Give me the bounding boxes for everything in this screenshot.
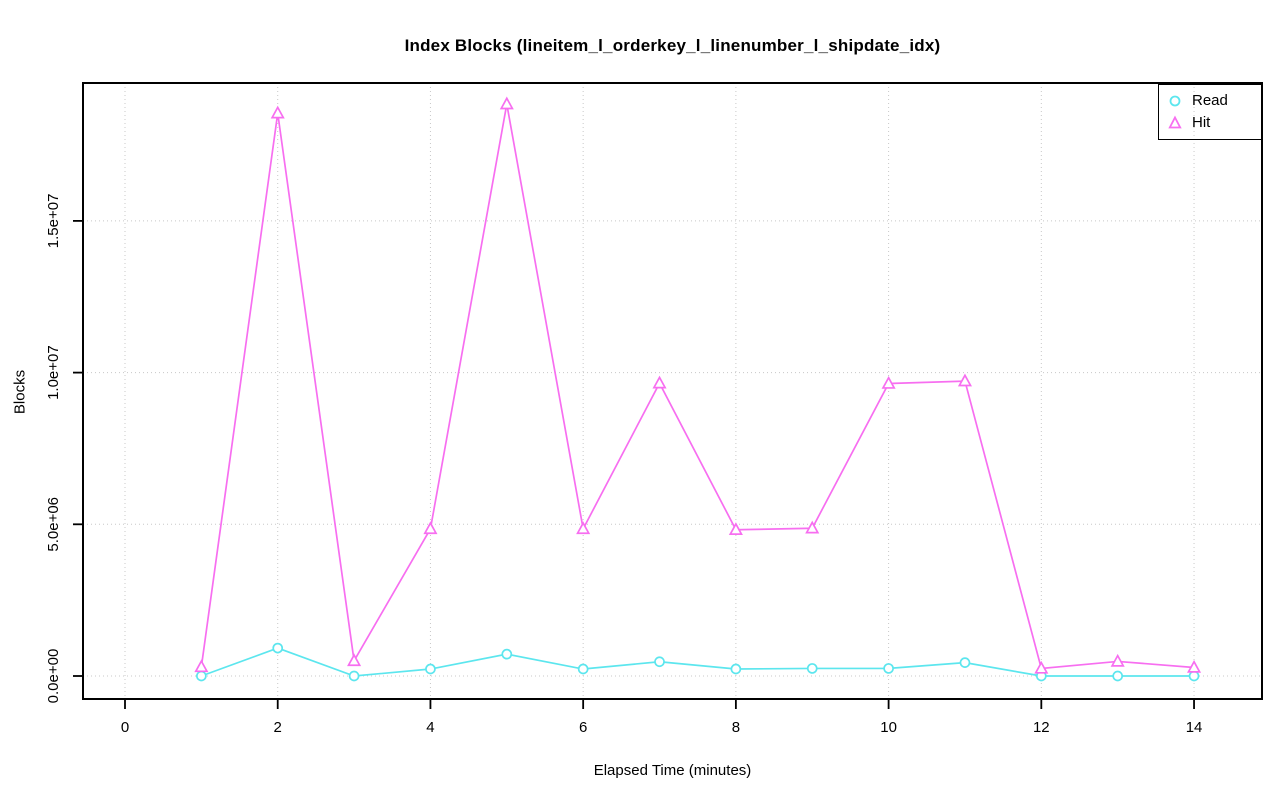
read-point-marker (577, 663, 589, 675)
y-tick-label: 5.0e+06 (45, 497, 62, 552)
hit-point-marker (881, 375, 896, 389)
x-axis-label: Elapsed Time (minutes) (593, 762, 752, 779)
chart-title: Index Blocks (lineitem_l_orderkey_l_line… (404, 36, 941, 55)
y-tick-label: 1.5e+07 (45, 194, 62, 249)
read-point-marker (425, 663, 436, 675)
legend-row-hit: Hit (1159, 112, 1261, 134)
read-point-marker (1112, 670, 1124, 682)
x-tick-label: 10 (880, 719, 897, 736)
hit-point-marker (957, 373, 972, 387)
legend-label-hit: Hit (1192, 114, 1211, 131)
legend-label-read: Read (1192, 92, 1228, 109)
hit-point-marker (423, 521, 438, 535)
y-tick-label: 1.0e+07 (45, 345, 62, 400)
legend: Read Hit (1158, 84, 1262, 140)
hit-point-marker (805, 520, 820, 534)
read-point-marker (348, 670, 360, 682)
x-tick-label: 4 (426, 719, 434, 736)
hit-point-marker (347, 653, 362, 667)
x-tick-label: 12 (1033, 719, 1050, 736)
hit-point-marker (652, 375, 667, 389)
read-point-marker (196, 670, 207, 682)
hit-point-marker (194, 659, 209, 673)
hit-point-marker (499, 96, 514, 110)
read-point-marker (654, 656, 665, 668)
hit-series-line (200, 103, 1195, 670)
read-series-line (201, 647, 1195, 677)
y-tick-label: 0.0e+00 (45, 649, 62, 704)
plot-border (82, 82, 1263, 700)
read-point-marker (806, 663, 818, 674)
read-point-marker (730, 663, 742, 675)
read-point-marker (883, 663, 894, 674)
read-point-marker (1188, 670, 1200, 682)
hit-point-marker (576, 521, 591, 535)
read-point-marker (272, 642, 284, 654)
x-tick-label: 14 (1186, 719, 1203, 736)
hit-point-marker (1187, 659, 1202, 673)
x-tick-label: 2 (274, 719, 282, 736)
hit-point-marker (1110, 653, 1125, 667)
read-circle-icon (1169, 95, 1181, 107)
x-tick-label: 8 (732, 719, 740, 736)
y-axis-label: Blocks (11, 369, 29, 415)
hit-point-marker (270, 105, 285, 119)
x-tick-label: 6 (579, 719, 587, 736)
read-point-marker (501, 648, 513, 660)
x-tick-label: 0 (121, 719, 129, 736)
hit-triangle-icon (1168, 115, 1182, 129)
hit-point-marker (1034, 660, 1049, 674)
legend-row-read: Read (1159, 90, 1261, 112)
hit-point-marker (728, 522, 743, 536)
read-point-marker (959, 657, 971, 669)
